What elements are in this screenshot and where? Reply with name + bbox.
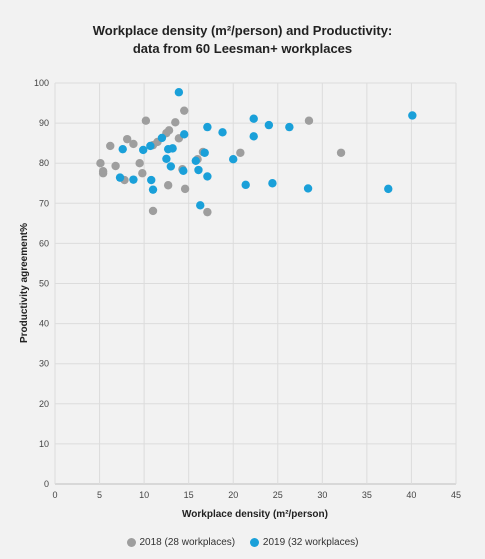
data-point-series-1 bbox=[285, 122, 294, 132]
x-tick-label: 30 bbox=[317, 490, 327, 500]
x-tick-label: 45 bbox=[451, 490, 461, 500]
chart-title: Workplace density (m²/person) and Produc… bbox=[0, 22, 485, 58]
data-point-series-1 bbox=[249, 114, 258, 123]
y-tick-label: 50 bbox=[39, 279, 49, 289]
data-point-series-0 bbox=[203, 207, 212, 217]
y-tick-label: 60 bbox=[39, 238, 49, 248]
data-point-series-0 bbox=[163, 181, 173, 190]
data-point-series-1 bbox=[268, 179, 277, 188]
data-point-series-1 bbox=[157, 133, 167, 143]
data-point-series-1 bbox=[408, 111, 417, 120]
legend: 2018 (28 workplaces) 2019 (32 workplaces… bbox=[0, 537, 485, 550]
chart-title-line-1: Workplace density (m²/person) and Produc… bbox=[92, 23, 393, 38]
x-axis-label: Workplace density (m²/person) bbox=[182, 509, 328, 520]
data-point-series-0 bbox=[141, 116, 151, 125]
legend-item-2018: 2018 (28 workplaces) bbox=[126, 537, 236, 548]
data-point-series-1 bbox=[200, 148, 209, 157]
data-point-series-0 bbox=[180, 184, 190, 194]
y-tick-label: 30 bbox=[39, 359, 49, 369]
x-tick-label: 15 bbox=[184, 490, 194, 500]
data-point-series-1 bbox=[196, 201, 205, 210]
x-tick-label: 35 bbox=[362, 490, 372, 500]
data-point-series-0 bbox=[129, 139, 138, 149]
y-tick-label: 10 bbox=[39, 439, 49, 449]
data-point-series-1 bbox=[264, 120, 274, 130]
data-point-series-1 bbox=[115, 173, 125, 182]
x-tick-label: 5 bbox=[97, 490, 102, 500]
data-point-series-1 bbox=[179, 166, 188, 176]
data-point-series-1 bbox=[166, 162, 176, 171]
y-tick-label: 40 bbox=[39, 319, 49, 329]
legend-marker-2019-icon bbox=[249, 538, 259, 547]
legend-item-2019: 2019 (32 workplaces) bbox=[249, 537, 359, 548]
data-point-series-1 bbox=[129, 175, 138, 184]
data-point-series-1 bbox=[241, 180, 250, 190]
data-point-series-1 bbox=[191, 156, 200, 165]
data-point-series-1 bbox=[174, 88, 184, 97]
y-tick-label: 90 bbox=[39, 118, 49, 128]
y-tick-label: 100 bbox=[34, 78, 49, 88]
data-point-series-1 bbox=[180, 130, 189, 139]
data-point-series-1 bbox=[218, 128, 227, 137]
y-tick-label: 70 bbox=[39, 198, 49, 208]
data-point-series-0 bbox=[98, 169, 108, 178]
data-point-series-1 bbox=[147, 175, 156, 185]
y-axis-label: Productivity agreement% bbox=[19, 223, 30, 343]
y-tick-label: 0 bbox=[44, 479, 49, 489]
data-point-series-0 bbox=[171, 118, 180, 127]
grid-lines bbox=[54, 82, 457, 485]
data-point-series-1 bbox=[249, 132, 258, 141]
data-point-series-0 bbox=[148, 206, 158, 216]
data-point-series-0 bbox=[106, 141, 115, 151]
data-point-series-1 bbox=[194, 165, 203, 175]
x-tick-label: 25 bbox=[273, 490, 283, 500]
data-point-series-0 bbox=[164, 126, 174, 135]
y-tick-label: 20 bbox=[39, 399, 49, 409]
data-point-series-1 bbox=[162, 154, 171, 163]
data-point-series-0 bbox=[138, 169, 147, 178]
chart-title-line-2: data from 60 Leesman+ workplaces bbox=[132, 41, 353, 56]
x-tick-labels: 0 5 10 15 20 25 30 35 40 45 bbox=[52, 490, 461, 500]
legend-marker-2018-icon bbox=[126, 538, 136, 547]
legend-label-2019: 2019 (32 workplaces) bbox=[262, 537, 359, 548]
data-point-series-0 bbox=[180, 106, 189, 115]
data-point-series-0 bbox=[304, 116, 314, 125]
legend-label-2018: 2018 (28 workplaces) bbox=[139, 537, 236, 548]
data-point-series-1 bbox=[139, 145, 148, 155]
data-point-series-0 bbox=[135, 159, 144, 168]
data-point-series-1 bbox=[384, 184, 393, 194]
data-points bbox=[96, 88, 417, 217]
data-point-series-1 bbox=[203, 122, 212, 132]
data-point-series-1 bbox=[229, 154, 238, 164]
data-point-series-0 bbox=[111, 161, 120, 171]
x-tick-label: 20 bbox=[228, 490, 238, 500]
data-point-series-1 bbox=[118, 144, 127, 154]
data-point-series-1 bbox=[168, 144, 177, 153]
data-point-series-0 bbox=[336, 148, 346, 157]
data-point-series-1 bbox=[148, 185, 158, 194]
scatter-plot: 0 5 10 15 20 25 30 35 40 45 0 10 20 30 40 50 60 70 80 90 10… bbox=[19, 78, 461, 520]
data-point-series-1 bbox=[203, 172, 212, 181]
data-point-series-1 bbox=[303, 184, 313, 193]
data-point-series-0 bbox=[122, 134, 132, 144]
data-point-series-0 bbox=[96, 159, 105, 168]
data-point-series-1 bbox=[146, 141, 155, 151]
x-tick-label: 0 bbox=[52, 490, 57, 500]
x-tick-label: 40 bbox=[406, 490, 416, 500]
x-tick-label: 10 bbox=[139, 490, 149, 500]
y-tick-labels: 0 10 20 30 40 50 60 70 80 90 100 bbox=[34, 78, 49, 489]
data-point-series-0 bbox=[236, 148, 245, 157]
y-tick-label: 80 bbox=[39, 158, 49, 168]
